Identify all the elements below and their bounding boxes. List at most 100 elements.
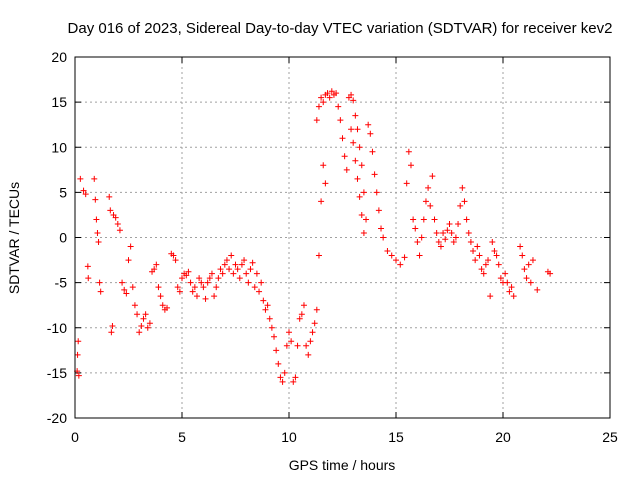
data-point: [360, 189, 367, 196]
data-point: [405, 148, 412, 155]
data-point: [136, 329, 143, 336]
data-point: [360, 229, 367, 236]
data-point: [251, 284, 258, 291]
data-point: [343, 166, 350, 173]
data-point: [380, 234, 387, 241]
y-axis-label: SDTVAR / TECUs: [6, 182, 22, 294]
data-point: [185, 268, 192, 275]
data-point: [525, 261, 532, 268]
data-point: [324, 90, 331, 97]
data-point: [354, 126, 361, 133]
data-point: [472, 257, 479, 264]
data-point: [547, 270, 554, 277]
data-point: [144, 324, 151, 331]
x-tick-label: 10: [281, 429, 297, 445]
data-point: [313, 117, 320, 124]
data-point: [96, 279, 103, 286]
data-point: [193, 293, 200, 300]
y-tick-label: 15: [51, 94, 67, 110]
data-point: [506, 288, 513, 295]
data-point: [427, 202, 434, 209]
data-point: [463, 216, 470, 223]
data-point: [283, 342, 290, 349]
data-point: [373, 189, 380, 196]
data-point: [307, 338, 314, 345]
data-point: [196, 275, 203, 282]
data-point: [440, 229, 447, 236]
y-tick-label: 5: [59, 184, 67, 200]
data-point: [375, 207, 382, 214]
gridlines: [75, 57, 610, 418]
y-tick-label: 20: [51, 49, 67, 65]
data-point: [478, 266, 485, 273]
data-point: [142, 311, 149, 318]
data-point: [418, 234, 425, 241]
data-point: [433, 229, 440, 236]
data-point: [238, 261, 245, 268]
data-point: [309, 329, 316, 336]
data-point: [529, 257, 536, 264]
data-point: [339, 135, 346, 142]
data-point: [258, 279, 265, 286]
data-point: [170, 252, 177, 259]
data-point: [256, 288, 263, 295]
data-point: [134, 311, 141, 318]
data-point: [234, 266, 241, 273]
data-point: [164, 304, 171, 311]
data-point: [243, 270, 250, 277]
data-point: [226, 266, 233, 273]
data-point: [311, 320, 318, 327]
x-tick-label: 15: [388, 429, 404, 445]
data-point: [467, 239, 474, 246]
data-point: [93, 216, 100, 223]
data-point: [85, 275, 92, 282]
data-point: [94, 229, 101, 236]
plot-frame: [74, 56, 611, 419]
data-point: [358, 211, 365, 218]
data-point: [189, 288, 196, 295]
data-point: [172, 257, 179, 264]
data-point: [452, 234, 459, 241]
data-point: [206, 275, 213, 282]
data-point: [286, 329, 292, 336]
data-point: [318, 94, 325, 101]
data-point: [363, 216, 370, 223]
data-point: [457, 202, 464, 209]
y-tick-label: -10: [47, 320, 67, 336]
data-point: [223, 257, 230, 264]
data-point: [292, 374, 299, 381]
data-point: [155, 284, 162, 291]
data-point: [354, 175, 361, 182]
data-point: [200, 284, 207, 291]
data-point: [523, 275, 530, 282]
data-point: [459, 184, 466, 191]
x-tick-label: 5: [178, 429, 186, 445]
data-point: [84, 263, 91, 270]
data-point: [448, 229, 455, 236]
data-point: [470, 248, 477, 255]
data-point: [91, 175, 98, 182]
data-point: [146, 320, 153, 327]
data-point: [425, 184, 432, 191]
data-point: [480, 270, 487, 277]
data-point: [249, 259, 256, 266]
data-point: [365, 121, 372, 128]
data-point: [92, 196, 99, 203]
data-point: [485, 257, 492, 264]
data-point: [204, 279, 211, 286]
data-point: [75, 338, 82, 345]
data-point: [208, 270, 215, 277]
data-point: [341, 153, 348, 160]
data-point: [153, 261, 160, 268]
data-point: [461, 198, 468, 205]
data-point: [401, 254, 408, 261]
data-points: [74, 88, 554, 385]
data-point: [119, 279, 126, 286]
data-point: [442, 236, 449, 243]
data-point: [315, 252, 322, 259]
data-point: [420, 216, 427, 223]
data-point: [109, 322, 116, 329]
data-point: [403, 180, 410, 187]
data-point: [337, 117, 344, 124]
data-point: [125, 257, 132, 264]
